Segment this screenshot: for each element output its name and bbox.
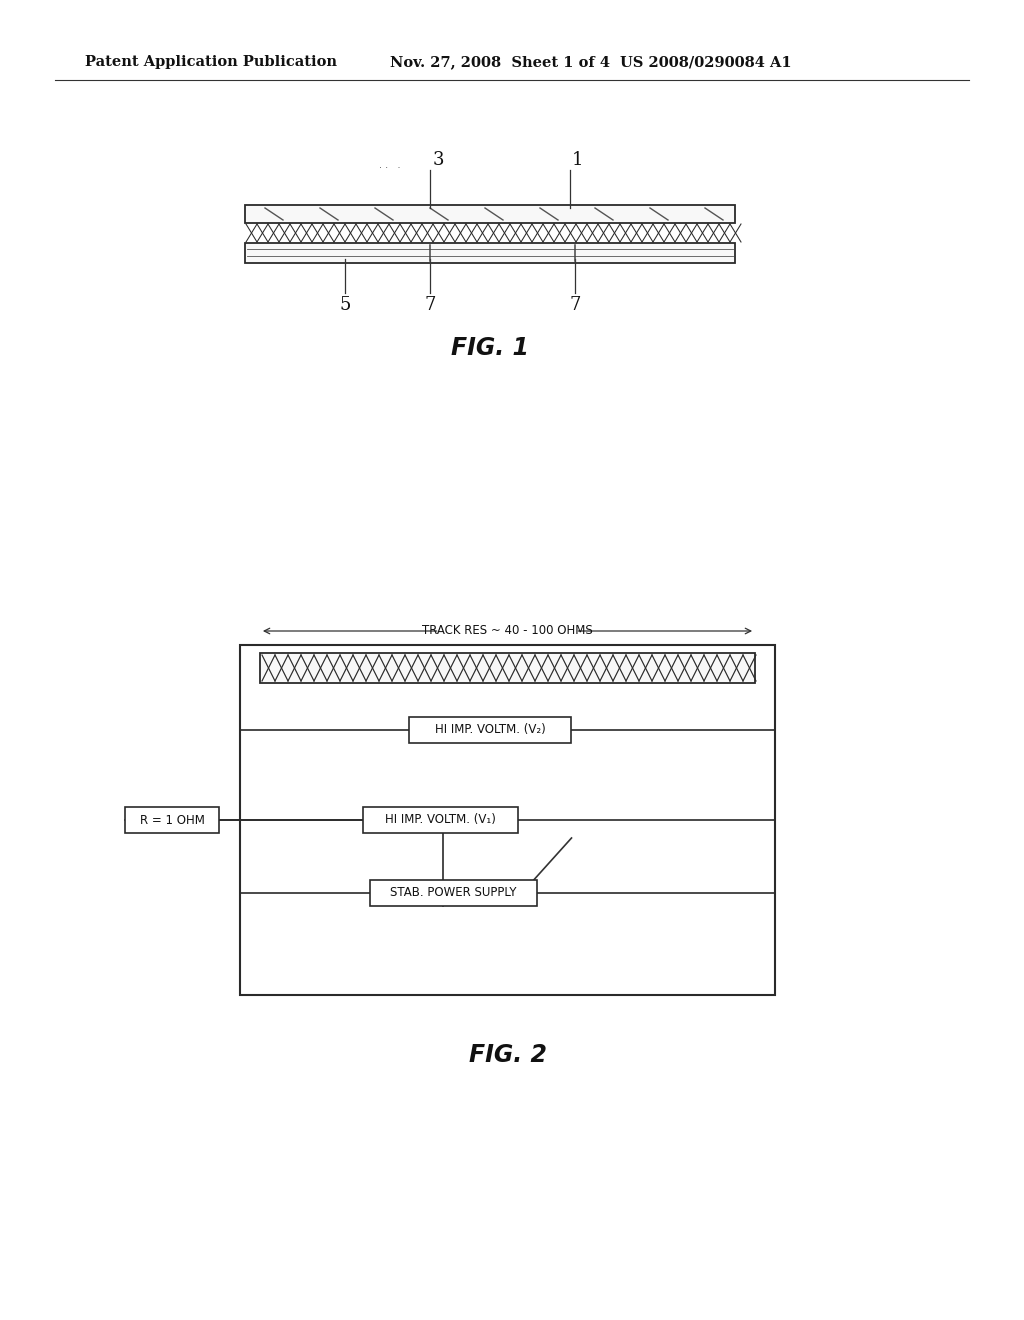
Text: Patent Application Publication: Patent Application Publication [85,55,337,69]
Text: 7: 7 [569,296,581,314]
Text: HI IMP. VOLTM. (V₂): HI IMP. VOLTM. (V₂) [434,723,546,737]
Text: 7: 7 [424,296,435,314]
Text: FIG. 2: FIG. 2 [469,1043,547,1067]
Bar [409,717,571,743]
Bar [260,653,755,682]
Text: 1: 1 [572,150,584,169]
Text: TRACK RES ~ 40 - 100 OHMS: TRACK RES ~ 40 - 100 OHMS [422,624,593,638]
Bar [370,880,537,906]
Bar [240,645,775,995]
Text: 3: 3 [432,150,443,169]
Text: US 2008/0290084 A1: US 2008/0290084 A1 [620,55,792,69]
Text: FIG. 1: FIG. 1 [451,337,529,360]
Text: HI IMP. VOLTM. (V₁): HI IMP. VOLTM. (V₁) [385,813,496,826]
Text: Nov. 27, 2008  Sheet 1 of 4: Nov. 27, 2008 Sheet 1 of 4 [390,55,610,69]
Text: 5: 5 [339,296,350,314]
Text: R = 1 OHM: R = 1 OHM [139,813,205,826]
Bar [245,205,735,223]
Text: STAB. POWER SUPPLY: STAB. POWER SUPPLY [390,887,516,899]
Bar [245,243,735,263]
Bar [125,807,219,833]
Text: . .   .: . . . [379,160,400,170]
Bar [362,807,517,833]
